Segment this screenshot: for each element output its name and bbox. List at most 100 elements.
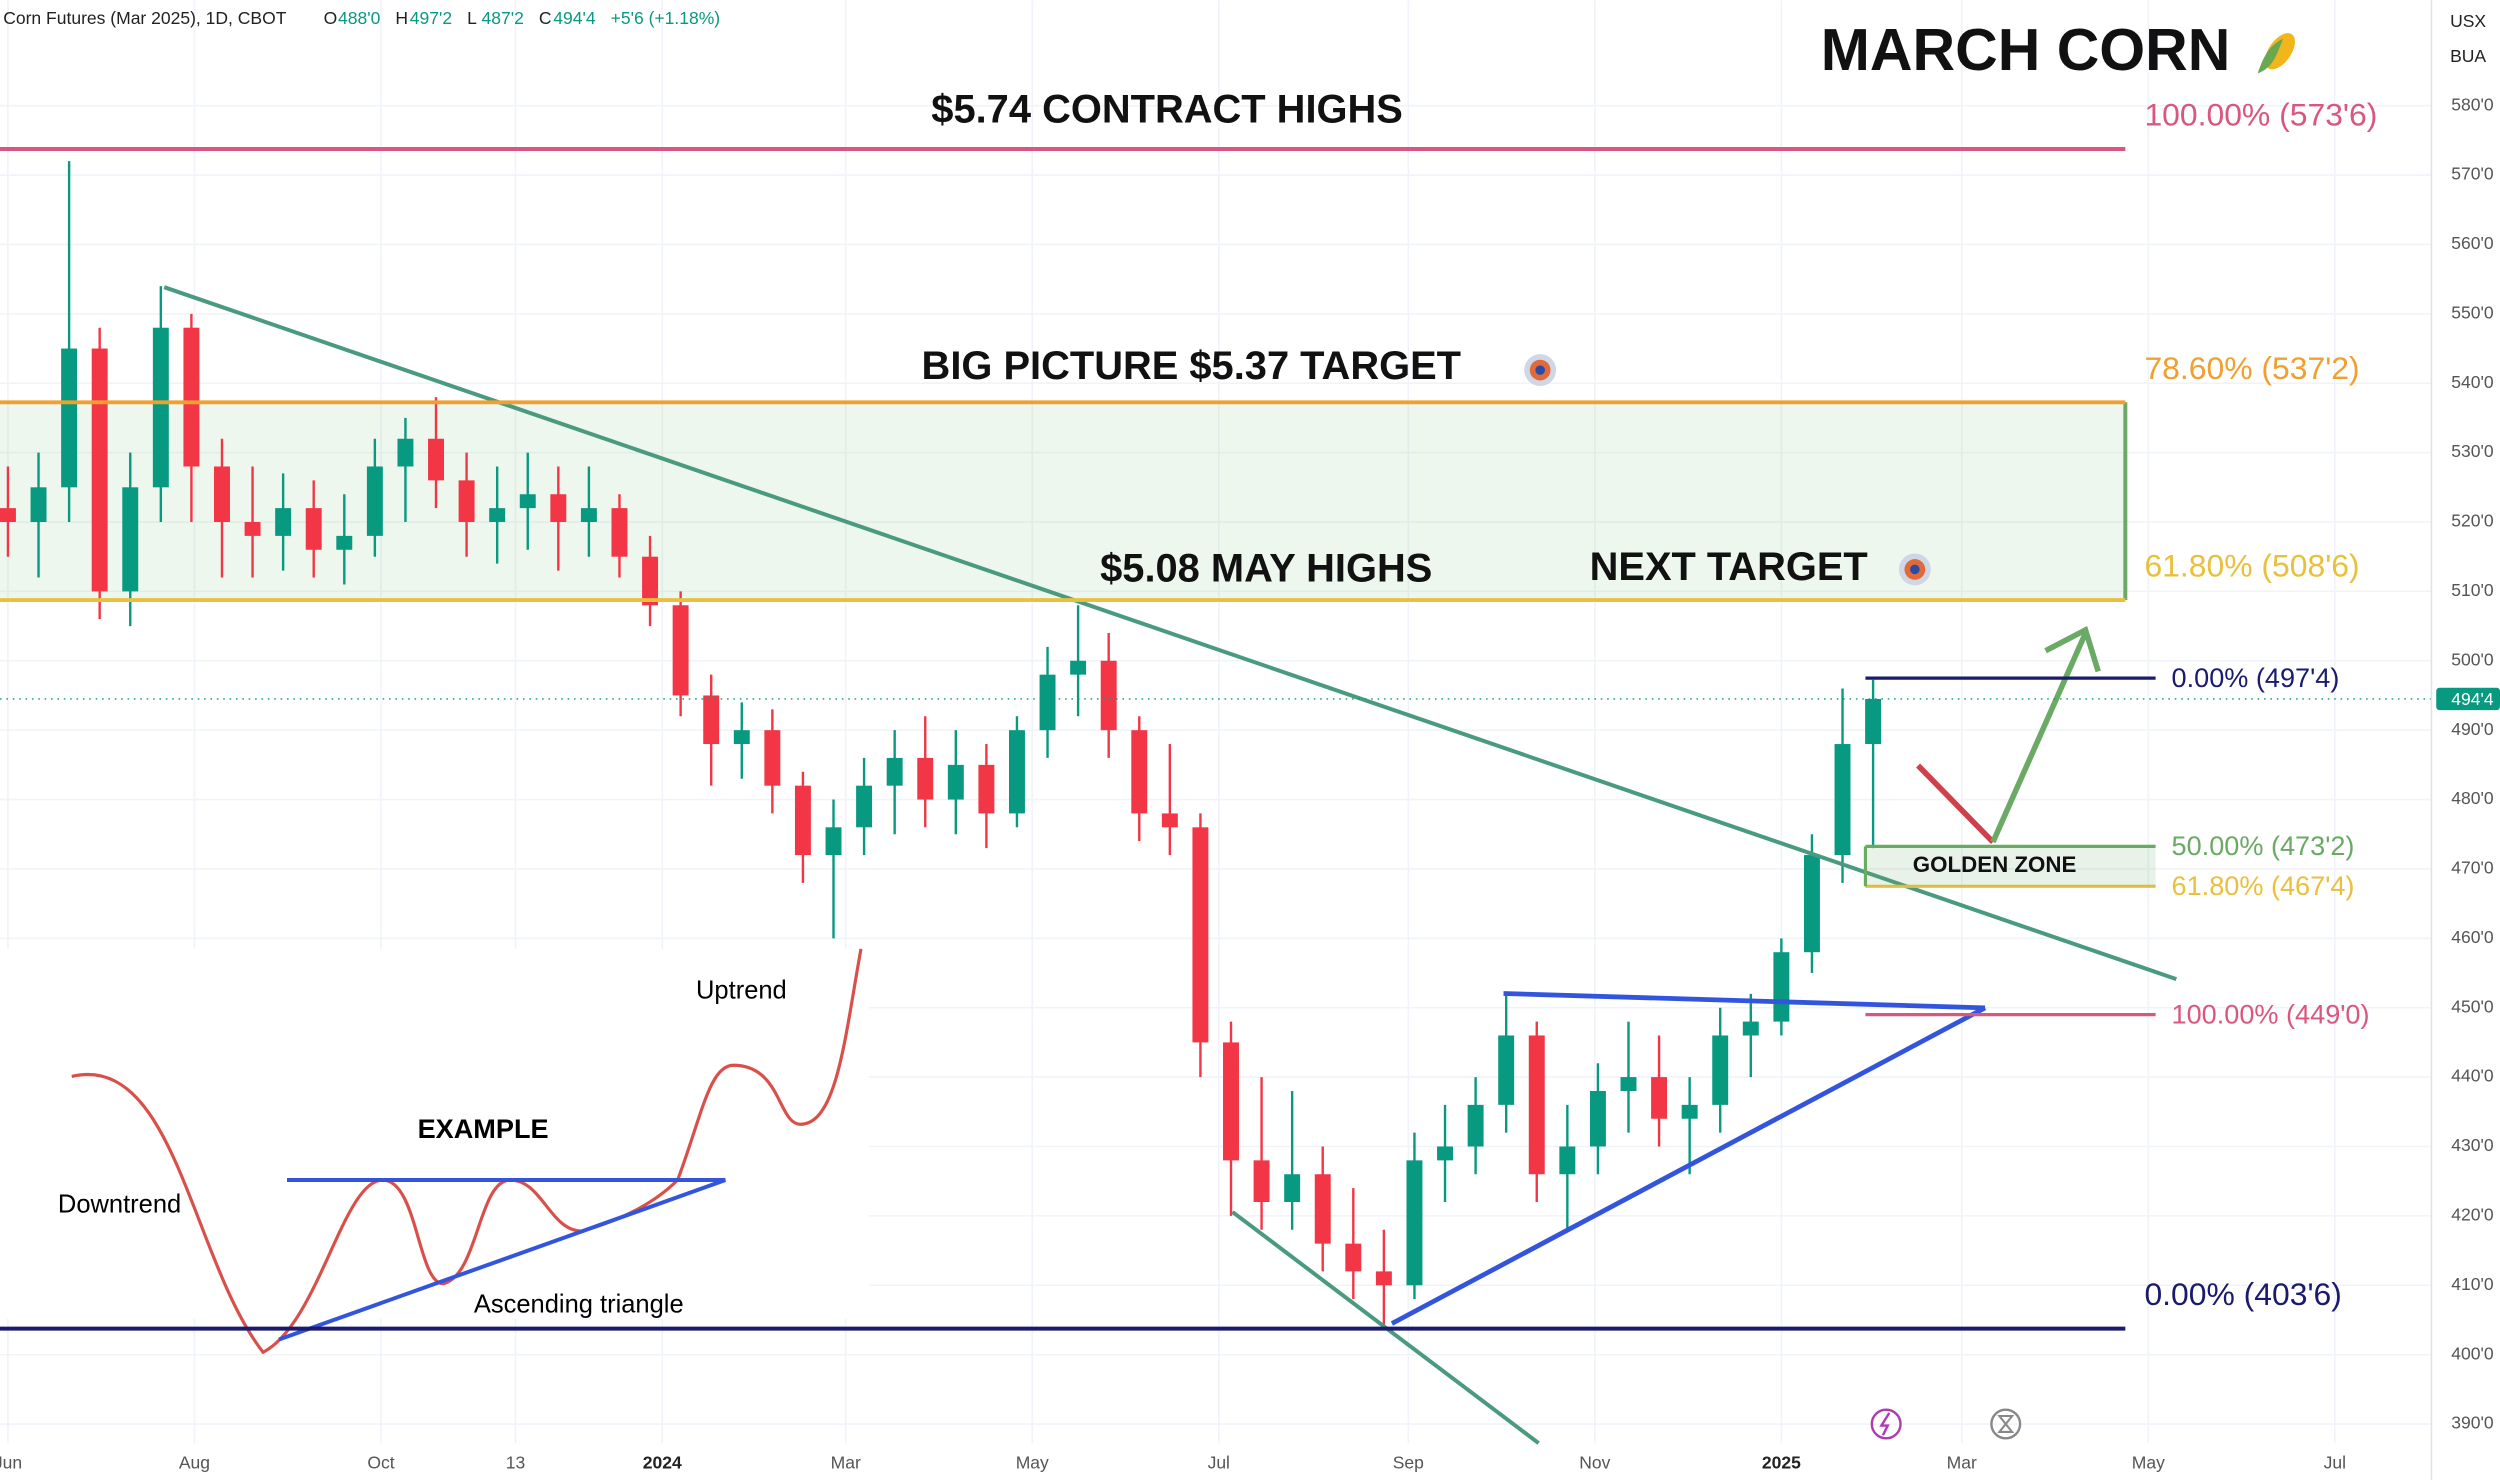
y-tick-label: 580'0: [2451, 94, 2494, 114]
fib-label: 50.00% (473'2): [2172, 830, 2355, 861]
annotation: $5.74 CONTRACT HIGHS: [931, 87, 1403, 131]
candle-body: [947, 764, 964, 800]
candle-body: [825, 827, 842, 856]
candle-body: [1589, 1090, 1606, 1147]
ohlc-value: 494'4: [553, 8, 596, 28]
candle-body: [1742, 1021, 1759, 1036]
candle-body: [1712, 1035, 1729, 1105]
candle-body: [1620, 1077, 1637, 1091]
rally-arrow: [1990, 632, 2089, 844]
x-tick-label: May: [2132, 1452, 2165, 1472]
candle-body: [366, 466, 383, 536]
x-tick-label: Nov: [1579, 1452, 1610, 1472]
candle-body: [550, 494, 567, 523]
ohlc-key: L: [467, 8, 477, 28]
y-tick-label: 500'0: [2451, 649, 2494, 669]
y-tick-label: 460'0: [2451, 927, 2494, 947]
candle-body: [978, 764, 995, 814]
candle-body: [489, 508, 506, 523]
fib-levels: 100.00% (573'6) 78.60% (537'2) 61.80% (508…: [0, 97, 2432, 1331]
y-tick-label: 560'0: [2451, 233, 2494, 253]
candle-body: [1467, 1104, 1484, 1147]
candle-body: [733, 730, 750, 745]
y-tick-label: 440'0: [2451, 1066, 2494, 1086]
candle-body: [886, 757, 903, 786]
fib-label: 100.00% (449'0): [2172, 998, 2370, 1029]
candle-body: [458, 480, 475, 523]
ohlc-value: 488'0: [338, 8, 381, 28]
golden-zone-label: GOLDEN ZONE: [1913, 852, 2077, 877]
candle-body: [642, 556, 659, 606]
example-support: [278, 1178, 727, 1342]
example-label: Downtrend: [58, 1190, 181, 1218]
x-tick-label: May: [1016, 1452, 1049, 1472]
candle-body: [1865, 698, 1882, 745]
candle-body: [1528, 1035, 1545, 1175]
x-tick-label: 13: [506, 1452, 525, 1472]
triangle-bottom: [1390, 1005, 1987, 1326]
candle-body: [1039, 674, 1056, 731]
y-tick-label: 450'0: [2451, 996, 2494, 1016]
candle-body: [0, 508, 16, 523]
candle-body: [275, 508, 292, 536]
flash-icon[interactable]: [1870, 1408, 1902, 1440]
candle-body: [61, 348, 78, 488]
ohlc-value: 497'2: [410, 8, 452, 28]
x-tick-label: 2024: [643, 1452, 682, 1472]
candle-body: [794, 785, 811, 856]
corn-icon: [2257, 33, 2295, 74]
candle-body: [856, 785, 873, 828]
y-tick-label: 390'0: [2451, 1413, 2494, 1433]
candle-body: [30, 487, 47, 523]
ohlc-key: H: [395, 8, 408, 28]
candle-body: [1314, 1174, 1331, 1244]
chart-title: MARCH CORN: [1821, 17, 2231, 83]
last-price-tag: [2436, 687, 2500, 711]
example-title: EXAMPLE: [418, 1113, 549, 1144]
annotation: $5.08 MAY HIGHS: [1100, 547, 1432, 591]
example-panel: Uptrend EXAMPLE Downtrend Ascending tria…: [0, 948, 869, 1355]
y-tick-label: 470'0: [2451, 858, 2494, 878]
last-price-label: 494'4: [2451, 689, 2494, 709]
candle-body: [1559, 1146, 1576, 1175]
x-tick-label: Jul: [2324, 1452, 2346, 1472]
golden-zone: [1865, 846, 2156, 887]
candle-body: [1345, 1243, 1362, 1272]
fib-label: 61.80% (508'6): [2144, 548, 2359, 584]
y-tick-label: 540'0: [2451, 372, 2494, 392]
candle-body: [1375, 1271, 1392, 1286]
unit: BUA: [2450, 46, 2486, 66]
x-tick-label: Mar: [1947, 1452, 1977, 1472]
currency: USX: [2450, 11, 2486, 31]
candle-body: [305, 508, 322, 550]
x-tick-label: 2025: [1762, 1452, 1801, 1472]
annotation: NEXT TARGET: [1590, 545, 1868, 589]
candle-body: [428, 438, 444, 481]
y-tick-label: 420'0: [2451, 1205, 2494, 1225]
candle-body: [1773, 952, 1790, 1022]
example-label: Ascending triangle: [474, 1291, 684, 1319]
fib-label: 78.60% (537'2): [2144, 350, 2359, 386]
candle-body: [1070, 660, 1087, 675]
y-tick-label: 430'0: [2451, 1135, 2494, 1155]
target-icon: [1898, 553, 1931, 586]
y-tick-label: 530'0: [2451, 441, 2494, 461]
y-tick-label: 520'0: [2451, 511, 2494, 531]
replay-icon[interactable]: [1990, 1408, 2022, 1440]
candle-body: [336, 535, 353, 550]
fib-label: 100.00% (573'6): [2144, 97, 2377, 133]
x-tick-label: Sep: [1393, 1452, 1424, 1472]
example-label: Uptrend: [696, 977, 787, 1005]
x-tick-label: Jun: [0, 1452, 22, 1472]
candle-body: [580, 508, 597, 523]
candle-body: [1253, 1160, 1270, 1203]
candle-body: [1651, 1077, 1668, 1119]
ohlc-value: 487'2: [482, 8, 524, 28]
candles: [0, 161, 1882, 1329]
candle-body: [1008, 730, 1025, 814]
header: Corn Futures (Mar 2025), 1D, CBOT O 488'0…: [3, 8, 720, 28]
y-tick-label: 510'0: [2451, 580, 2494, 600]
candle-body: [1192, 827, 1209, 1043]
